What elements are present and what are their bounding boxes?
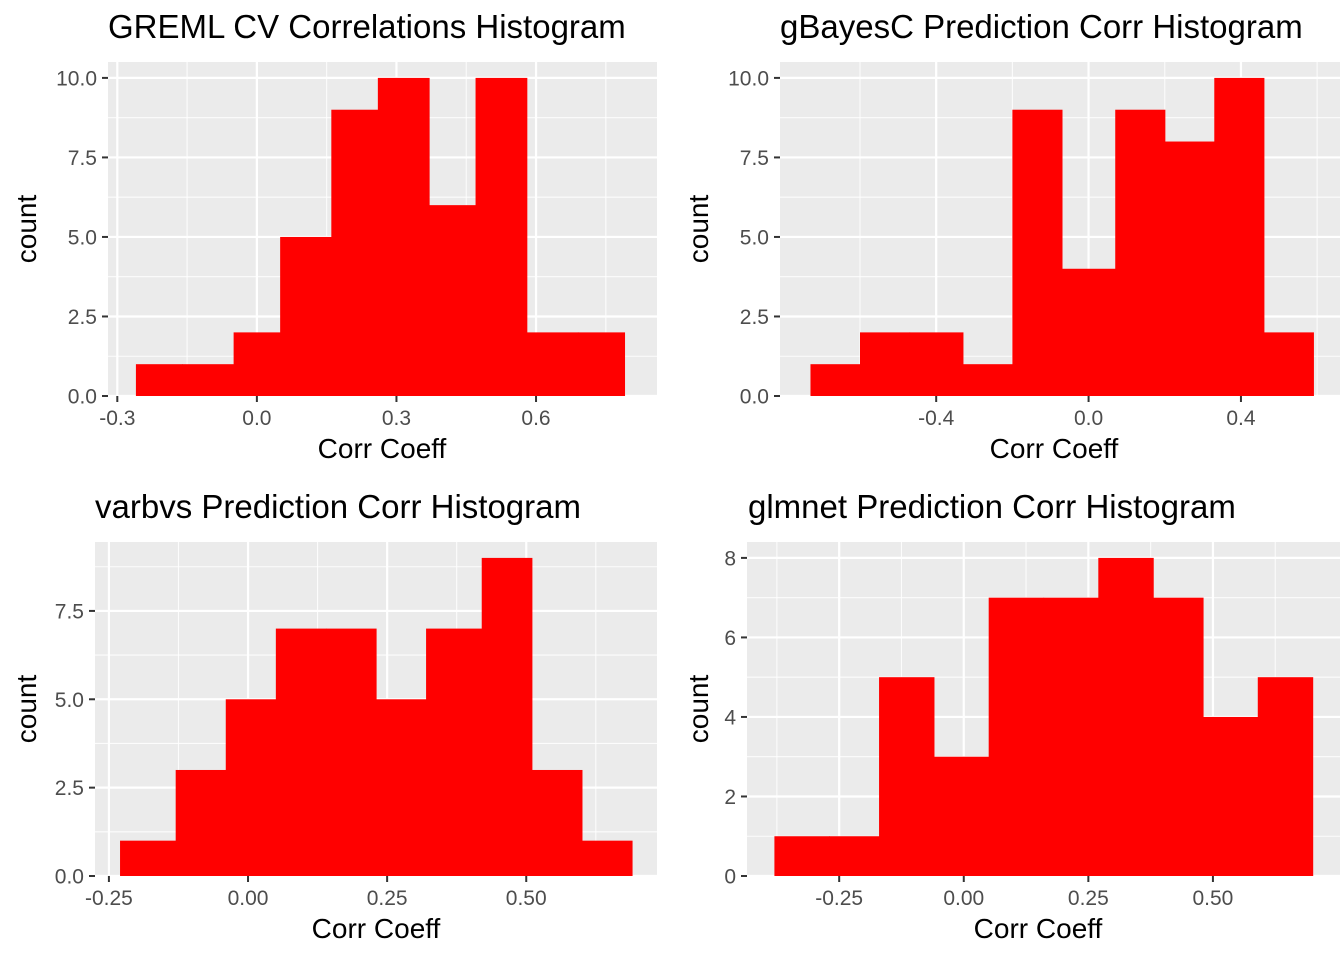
histogram-bar — [1257, 677, 1314, 876]
histogram-bar — [280, 236, 332, 396]
histogram-bar — [829, 836, 880, 876]
x-tick-label: -0.4 — [918, 407, 955, 430]
histogram-bar — [182, 364, 235, 396]
histogram-bar — [1214, 77, 1265, 397]
histogram-bar — [429, 205, 477, 396]
y-tick-label: 4 — [724, 706, 736, 729]
x-axis-label: Corr Coeff — [989, 433, 1119, 464]
x-tick-label: -0.3 — [99, 407, 135, 430]
y-tick-label: 2 — [724, 786, 736, 809]
histogram-bar — [860, 332, 911, 396]
histogram-bar — [988, 597, 1045, 876]
histogram-bar — [275, 628, 327, 876]
x-tick-label: 0.3 — [382, 407, 411, 430]
y-tick-label: 10.0 — [56, 67, 97, 90]
chart-title: glmnet Prediction Corr Histogram — [748, 488, 1236, 525]
histogram-bar — [225, 699, 277, 876]
histogram-plot: -0.25 0.00 0.25 0.50 0.0 2.5 5.0 7.5 — [55, 542, 657, 910]
x-tick-label: 0.4 — [1226, 407, 1256, 430]
histogram-plot: -0.25 0.00 0.25 0.50 0 2 4 6 8 — [724, 542, 1340, 910]
y-tick-label: 5.0 — [740, 226, 769, 249]
histogram-bar — [581, 840, 633, 876]
histogram-bar — [577, 332, 626, 396]
histogram-bar — [1115, 109, 1166, 396]
x-tick-label: 0.25 — [1068, 887, 1109, 910]
histogram-panel-gbayesc: gBayesC Prediction Corr Histogram -0.4 0.… — [672, 0, 1344, 480]
x-tick-label: 0.6 — [521, 407, 550, 430]
histogram-bar — [325, 628, 377, 876]
histogram-bar — [426, 628, 483, 876]
histogram-bar — [135, 364, 184, 396]
histogram-bar — [481, 557, 533, 876]
histogram-bar — [810, 364, 861, 396]
x-tick-label: 0.0 — [242, 407, 271, 430]
histogram-panel-varbvs: varbvs Prediction Corr Histogram -0.25 0.… — [0, 480, 672, 960]
x-tick-label: 0.00 — [228, 887, 269, 910]
x-axis-label: Corr Coeff — [311, 913, 441, 944]
y-axis-label: count — [11, 194, 42, 264]
x-axis-label: Corr Coeff — [973, 913, 1103, 944]
x-axis-label: Corr Coeff — [317, 433, 447, 464]
histogram-bar — [774, 836, 830, 876]
histogram-bar — [175, 769, 227, 876]
histogram-panel-glmnet: glmnet Prediction Corr Histogram -0.25 0.… — [672, 480, 1344, 960]
y-tick-label: 2.5 — [55, 777, 84, 800]
histogram-bar — [1263, 332, 1314, 396]
histogram-bar — [377, 77, 430, 397]
y-tick-label: 10.0 — [728, 67, 769, 90]
y-tick-label: 2.5 — [68, 306, 97, 329]
x-tick-label: 0.25 — [367, 887, 408, 910]
y-tick-label: 7.5 — [55, 600, 84, 623]
histogram-plot: -0.3 0.0 0.3 0.60.02.55.07.510.0 — [56, 62, 657, 430]
y-tick-label: 6 — [724, 627, 736, 650]
chart-title: GREML CV Correlations Histogram — [108, 8, 626, 45]
chart-title: varbvs Prediction Corr Histogram — [95, 488, 581, 525]
x-tick-label: -0.25 — [815, 887, 863, 910]
y-tick-label: 0 — [724, 866, 736, 889]
histogram-bar — [933, 756, 990, 876]
histogram-bar — [1061, 268, 1116, 396]
y-axis-label: count — [683, 674, 714, 744]
histogram-bar — [962, 364, 1013, 396]
histogram-bar — [376, 699, 427, 876]
histogram-bar — [475, 77, 528, 397]
y-tick-label: 5.0 — [55, 689, 84, 712]
histogram-bar — [909, 332, 964, 396]
x-tick-label: 0.50 — [506, 887, 547, 910]
histogram-bar — [1164, 141, 1215, 396]
histogram-bar — [233, 332, 281, 396]
histogram-bar — [1202, 716, 1259, 876]
histogram-bar — [1043, 597, 1099, 876]
histogram-bar — [526, 332, 579, 396]
y-tick-label: 0.0 — [740, 386, 769, 409]
x-tick-label: 0.50 — [1192, 887, 1233, 910]
chart-title: gBayesC Prediction Corr Histogram — [780, 8, 1303, 45]
y-tick-label: 8 — [724, 547, 736, 570]
y-tick-label: 7.5 — [740, 147, 769, 170]
histogram-bar — [1098, 557, 1154, 876]
x-tick-label: 0.0 — [1074, 407, 1103, 430]
histogram-panel-greml: GREML CV Correlations Histogram -0.3 0.0 0… — [0, 0, 672, 480]
y-axis-label: count — [11, 674, 42, 744]
histogram-plot: -0.4 0.0 0.4 0.0 2.5 5.0 7.5 10.0 — [728, 62, 1340, 430]
histogram-bar — [531, 769, 583, 876]
x-tick-label: -0.25 — [85, 887, 133, 910]
x-tick-label: 0.00 — [943, 887, 984, 910]
y-tick-label: 5.0 — [68, 226, 97, 249]
histogram-bar — [331, 109, 379, 396]
y-axis-label: count — [683, 194, 714, 264]
y-tick-label: 2.5 — [740, 306, 769, 329]
y-tick-label: 0.0 — [55, 866, 84, 889]
y-tick-label: 7.5 — [68, 147, 97, 170]
histogram-bar — [1012, 109, 1063, 396]
histogram-bar — [1153, 597, 1204, 876]
histogram-bar — [120, 840, 177, 876]
histogram-bar — [879, 677, 935, 876]
y-tick-label: 0.0 — [68, 386, 97, 409]
